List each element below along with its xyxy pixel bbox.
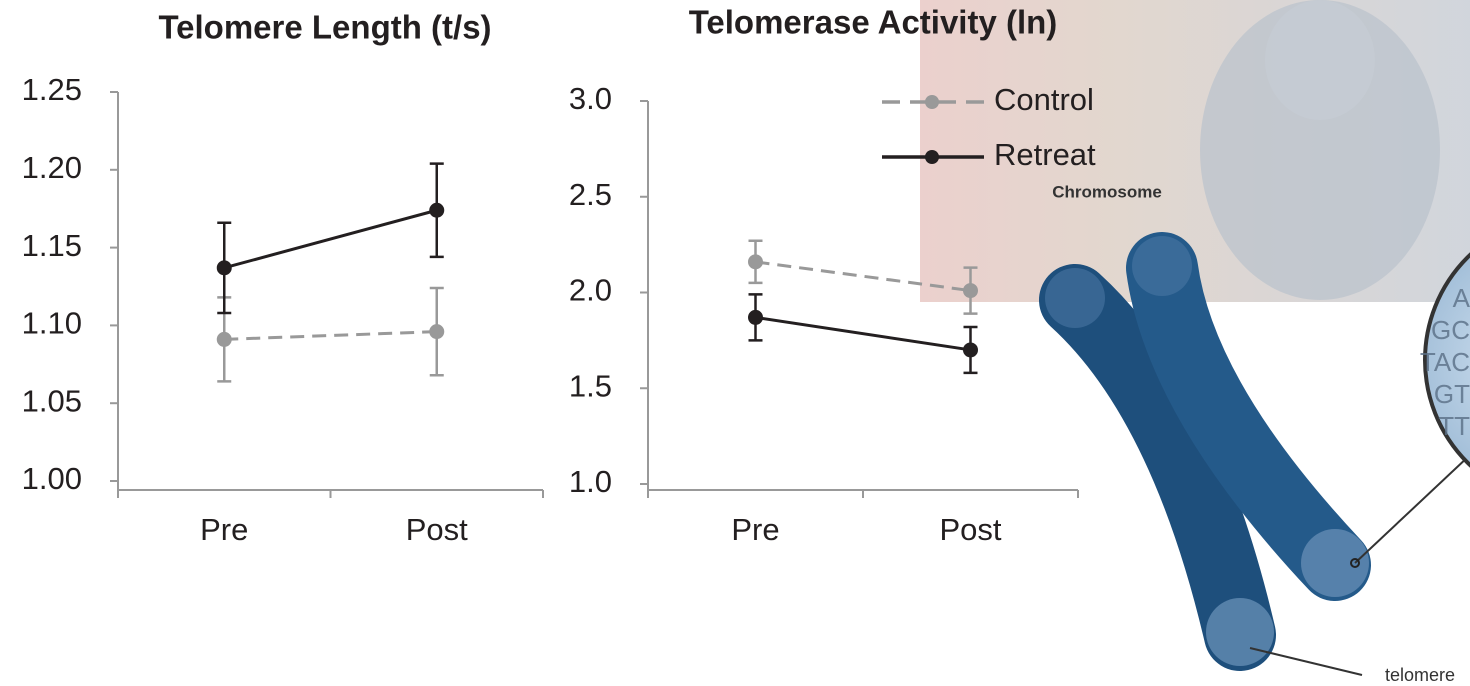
- x-tick-label: Post: [406, 512, 468, 547]
- y-tick-label: 1.00: [22, 461, 82, 496]
- chart-title: Telomere Length (t/s): [158, 9, 491, 46]
- y-tick-label: 1.5: [569, 368, 612, 403]
- legend-marker: [925, 150, 939, 164]
- y-tick-label: 2.5: [569, 177, 612, 212]
- y-tick-label: 1.20: [22, 150, 82, 185]
- data-point: [748, 254, 763, 269]
- sequence-letter: TT: [1438, 411, 1470, 441]
- data-point: [963, 342, 978, 357]
- sequence-letter: A: [1453, 283, 1470, 313]
- legend-marker: [925, 95, 939, 109]
- pointer-label: telomere: [1385, 665, 1455, 685]
- data-point: [429, 324, 444, 339]
- x-tick-label: Post: [939, 512, 1001, 547]
- sequence-letter: TAC: [1420, 347, 1470, 377]
- y-tick-label: 1.0: [569, 464, 612, 499]
- sequence-letter: GT: [1434, 379, 1470, 409]
- page: AGCTACGTTT Chromosome telomere Telomere …: [0, 0, 1470, 686]
- data-point: [748, 310, 763, 325]
- y-tick-label: 1.15: [22, 228, 82, 263]
- legend-label: Retreat: [994, 137, 1096, 172]
- series-line: [224, 210, 437, 268]
- illustration-label: Chromosome: [1052, 182, 1162, 201]
- series-line: [224, 332, 437, 340]
- data-point: [217, 332, 232, 347]
- sequence-letter: GC: [1431, 315, 1470, 345]
- x-tick-label: Pre: [200, 512, 248, 547]
- legend-label: Control: [994, 82, 1094, 117]
- series-line: [756, 317, 971, 350]
- data-point: [429, 203, 444, 218]
- y-tick-label: 2.0: [569, 273, 612, 308]
- data-point: [217, 260, 232, 275]
- figure: AGCTACGTTT Chromosome telomere Telomere …: [0, 0, 1470, 686]
- x-tick-label: Pre: [731, 512, 779, 547]
- y-tick-label: 1.10: [22, 306, 82, 341]
- data-point: [963, 283, 978, 298]
- y-tick-label: 1.25: [22, 72, 82, 107]
- y-tick-label: 1.05: [22, 383, 82, 418]
- chart-title: Telomerase Activity (ln): [689, 4, 1058, 41]
- y-tick-label: 3.0: [569, 81, 612, 116]
